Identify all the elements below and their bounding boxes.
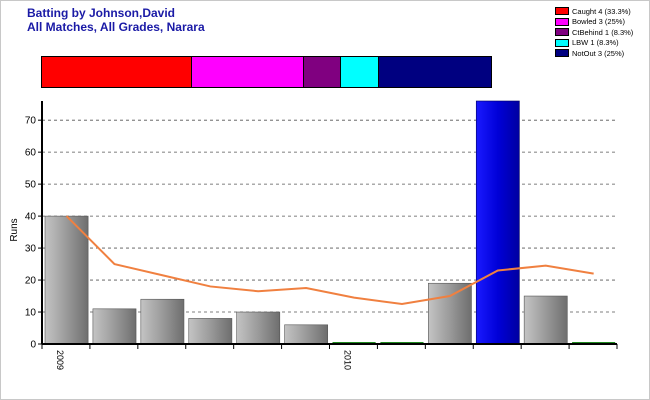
legend-swatch	[555, 17, 569, 26]
legend-item: Caught 4 (33.3%)	[555, 6, 633, 17]
bars-layer	[44, 100, 616, 345]
bar	[44, 215, 89, 345]
y-axis-label: Runs	[9, 218, 20, 241]
bar	[428, 282, 472, 345]
grid-layer	[42, 119, 617, 313]
legend-swatch	[555, 49, 569, 58]
legend-item: LBW 1 (8.3%)	[555, 38, 633, 49]
trend-line	[65, 215, 594, 306]
y-tick-label: 0	[30, 340, 36, 351]
legend-item: NotOut 3 (25%)	[555, 48, 633, 59]
y-tick-label: 70	[25, 116, 37, 127]
bar	[92, 308, 137, 345]
y-tick-label: 30	[25, 244, 37, 255]
x-tick-label: 2010	[343, 350, 353, 370]
legend-label: Bowled 3 (25%)	[572, 17, 625, 27]
legend-swatch	[555, 38, 569, 47]
bar	[140, 298, 185, 345]
axes-layer: 0 10 20 30 40 50 60 70 2009 2010	[25, 101, 618, 370]
y-tick-label: 10	[25, 308, 37, 319]
bar	[475, 100, 520, 345]
bar	[236, 311, 281, 345]
dismissal-segment-ctbehind	[303, 57, 342, 87]
y-tick-label: 20	[25, 276, 37, 287]
y-tick-label: 60	[25, 148, 37, 159]
x-tick-label: 2009	[55, 350, 65, 370]
bar	[188, 318, 233, 345]
legend-swatch	[555, 7, 569, 16]
legend: Caught 4 (33.3%) Bowled 3 (25%) CtBehind 1…	[555, 6, 633, 59]
y-tick-label: 50	[25, 180, 37, 191]
chart-subtitle: All Matches, All Grades, Narara	[27, 20, 205, 34]
legend-item: Bowled 3 (25%)	[555, 17, 633, 28]
legend-label: Caught 4 (33.3%)	[572, 6, 631, 16]
chart-title: Batting by Johnson,David	[27, 6, 176, 20]
dismissal-segment-bowled	[191, 57, 304, 87]
dismissal-stacked-bar	[41, 56, 492, 88]
bar	[523, 295, 568, 345]
trend-layer	[65, 215, 594, 306]
legend-label: LBW 1 (8.3%)	[572, 38, 619, 48]
legend-swatch	[555, 28, 569, 37]
dismissal-segment-lbw	[341, 57, 379, 87]
legend-item: CtBehind 1 (8.3%)	[555, 27, 633, 38]
legend-label: NotOut 3 (25%)	[572, 48, 625, 58]
dismissal-segment-caught	[42, 57, 192, 87]
bar	[284, 324, 329, 345]
y-tick-label: 40	[25, 212, 37, 223]
legend-label: CtBehind 1 (8.3%)	[572, 27, 634, 37]
dismissal-segment-notout	[378, 57, 491, 87]
